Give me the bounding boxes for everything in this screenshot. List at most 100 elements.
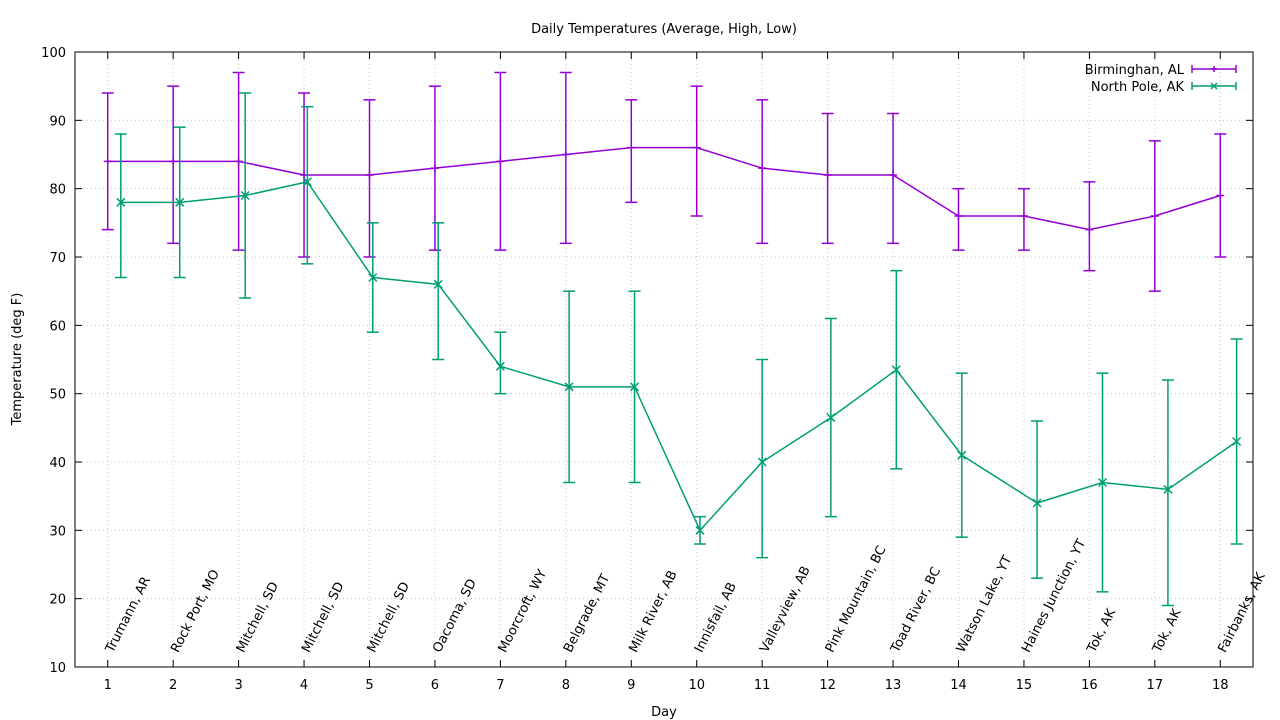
- x-tick-label: 2: [169, 678, 177, 693]
- series-north-pole: [114, 92, 1243, 607]
- location-label: Trumann, AR: [102, 574, 153, 656]
- legend-label: North Pole, AK: [1091, 80, 1185, 95]
- data-point: [495, 361, 505, 371]
- x-tick-label: 12: [819, 678, 836, 693]
- location-label: Belgrade, MT: [561, 572, 613, 655]
- data-point: [695, 525, 705, 535]
- location-label: Haines Junction, YT: [1019, 537, 1089, 655]
- data-point: [116, 197, 126, 207]
- series: [101, 71, 1243, 607]
- x-tick-label: 7: [496, 678, 504, 693]
- data-point: [365, 171, 374, 179]
- data-point: [496, 157, 505, 166]
- x-tick-label: 4: [300, 678, 308, 693]
- location-label: Toad River, BC: [888, 565, 944, 656]
- data-point: [1097, 477, 1108, 488]
- location-labels: Trumann, AR Rock Port, MO Mitchell, SD Mitc…: [102, 537, 1268, 656]
- legend-entry: Birminghan, AL: [1085, 63, 1237, 78]
- y-tick-label: 30: [49, 524, 66, 539]
- data-point: [627, 143, 636, 152]
- y-tick-label: 80: [49, 183, 66, 198]
- y-tick-label: 50: [49, 388, 66, 403]
- x-tick-label: 17: [1147, 678, 1164, 693]
- data-point: [1032, 498, 1042, 508]
- legend-marker: [1210, 82, 1218, 90]
- x-tick-label: 14: [950, 678, 967, 693]
- data-point: [1019, 212, 1028, 220]
- x-tick-label: 11: [754, 678, 771, 693]
- data-point: [430, 164, 439, 173]
- location-label: Watson Lake, YT: [954, 553, 1016, 655]
- data-point: [1085, 225, 1094, 234]
- data-point: [175, 197, 185, 207]
- location-label: Tok, AK: [1150, 606, 1185, 656]
- data-point: [433, 279, 443, 289]
- data-point: [234, 157, 243, 166]
- location-label: Moorcroft, WY: [496, 567, 551, 655]
- chart-title: Daily Temperatures (Average, High, Low): [531, 22, 797, 37]
- series-line: [107, 146, 1221, 231]
- location-label: Tok, AK: [1084, 606, 1119, 656]
- data-point: [823, 171, 832, 179]
- series-line: [120, 180, 1238, 532]
- location-label: Innisfail, AB: [692, 580, 740, 655]
- legend-marker: [1211, 66, 1217, 72]
- data-point: [891, 365, 901, 375]
- data-point: [757, 457, 767, 467]
- y-tick-label: 10: [49, 661, 66, 676]
- x-tick-label: 3: [234, 678, 242, 693]
- x-tick-label: 1: [104, 678, 112, 693]
- data-point: [1150, 212, 1159, 220]
- data-point: [368, 272, 378, 283]
- data-point: [240, 190, 250, 201]
- y-tick-label: 70: [49, 251, 66, 266]
- location-label: Fairbanks, AK: [1215, 570, 1268, 655]
- data-point: [954, 212, 963, 220]
- y-tick-label: 90: [49, 114, 66, 129]
- location-label: Rock Port, MO: [168, 568, 223, 656]
- x-tick-label: 10: [688, 678, 705, 693]
- y-axis-label: Temperature (deg F): [10, 293, 25, 427]
- data-point: [103, 157, 112, 166]
- data-point: [826, 413, 836, 423]
- data-point: [1216, 191, 1225, 200]
- data-point: [302, 177, 312, 187]
- data-point: [1163, 484, 1173, 494]
- location-label: Mitchell, SD: [365, 580, 413, 655]
- x-tick-label: 9: [627, 678, 635, 693]
- location-label: Valleyview, AB: [757, 564, 813, 655]
- location-label: Mitchell, SD: [234, 580, 282, 655]
- location-label: Oacoma, SD: [430, 577, 480, 656]
- y-tick-label: 40: [49, 456, 66, 471]
- y-tick-label: 60: [49, 319, 66, 334]
- data-point: [889, 171, 898, 179]
- legend-entry: North Pole, AK: [1091, 80, 1237, 95]
- plot-frame: [74, 51, 1254, 668]
- data-point: [1232, 436, 1242, 447]
- data-point: [957, 450, 967, 460]
- legend: Birminghan, AL North Pole, AK: [1085, 63, 1237, 95]
- data-point: [630, 382, 640, 392]
- x-tick-label: 5: [365, 678, 373, 693]
- data-point: [169, 157, 178, 166]
- x-axis-label: Day: [651, 705, 677, 720]
- legend-label: Birminghan, AL: [1085, 63, 1185, 78]
- grid: [75, 52, 1253, 667]
- location-label: Milk River, AB: [626, 568, 680, 655]
- location-label: Pink Mountain, BC: [823, 543, 890, 655]
- series-birmingham: [101, 71, 1227, 292]
- data-point: [561, 150, 570, 159]
- location-label: Mitchell, SD: [299, 580, 347, 655]
- data-point: [564, 382, 574, 392]
- x-tick-label: 8: [562, 678, 570, 693]
- x-tick-label: 18: [1212, 678, 1229, 693]
- data-point: [758, 164, 767, 173]
- data-point: [692, 143, 701, 152]
- x-tick-label: 13: [885, 678, 902, 693]
- x-tick-label: 6: [431, 678, 439, 693]
- y-tick-label: 100: [41, 46, 66, 61]
- y-tick-label: 20: [49, 593, 66, 608]
- x-tick-label: 15: [1016, 678, 1033, 693]
